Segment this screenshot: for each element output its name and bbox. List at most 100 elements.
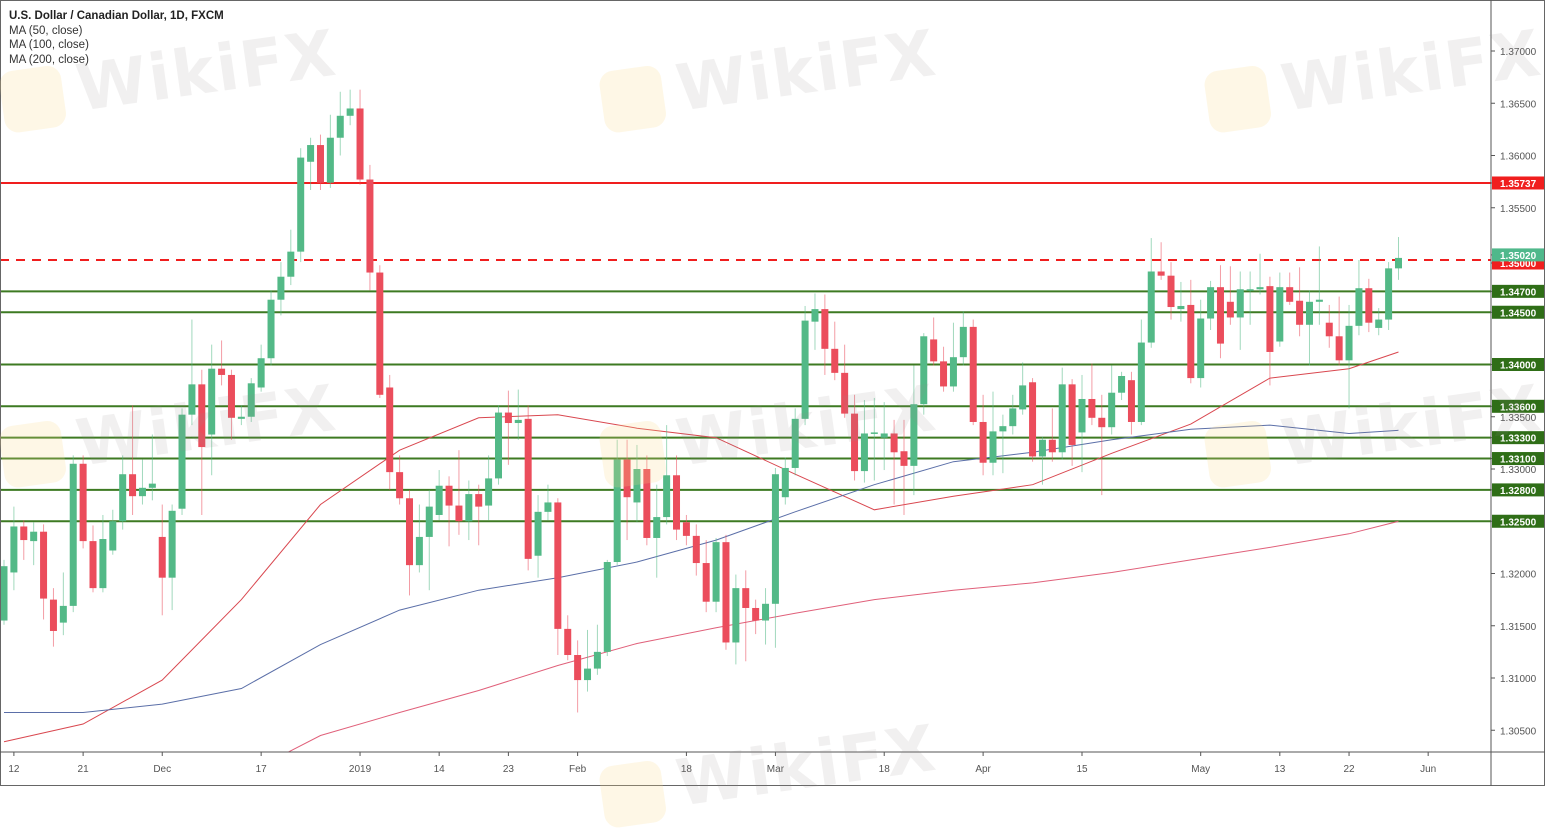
candle-up[interactable] [326,114,334,188]
candle-up[interactable] [208,344,216,476]
candle-down[interactable] [79,455,87,549]
candle-up[interactable] [1078,374,1086,473]
candle-up[interactable] [148,434,156,501]
candle-down[interactable] [227,369,235,440]
candle-down[interactable] [841,344,849,418]
candle-up[interactable] [287,229,295,286]
candle-up[interactable] [336,91,344,156]
candle-up[interactable] [495,405,502,485]
candle-up[interactable] [1394,237,1402,280]
candle-up[interactable] [860,400,868,483]
candle-down[interactable] [405,489,413,596]
candle-down[interactable] [386,374,394,490]
candle-up[interactable] [712,537,720,613]
candle-down[interactable] [366,164,374,291]
candle-down[interactable] [1088,363,1096,426]
candle-down[interactable] [49,588,57,647]
candle-down[interactable] [1029,378,1037,462]
candle-up[interactable] [10,506,18,591]
candle-up[interactable] [168,504,176,611]
candle-up[interactable] [1009,394,1017,435]
candlestick-chart[interactable]: 1.37000 1.36500 1.36000 1.35500 1.33500 1.330… [0,0,1545,786]
candle-down[interactable] [643,455,651,546]
candle-down[interactable] [900,419,908,515]
candle-up[interactable] [1207,280,1215,331]
candle-down[interactable] [1266,276,1274,386]
candle-up[interactable] [0,559,8,625]
candle-down[interactable] [554,498,562,656]
candle-down[interactable] [940,346,948,392]
candle-up[interactable] [781,457,789,505]
candle-up[interactable] [1038,436,1046,485]
candle-down[interactable] [20,520,28,560]
candle-up[interactable] [514,389,522,440]
candle-down[interactable] [722,534,730,650]
candle-up[interactable] [415,504,423,573]
candle-up[interactable] [633,444,641,523]
candle-up[interactable] [1236,271,1244,350]
candle-up[interactable] [1385,262,1393,331]
indicator-ma100[interactable]: MA (100, close) [9,39,89,51]
candle-down[interactable] [742,570,750,662]
candle-up[interactable] [1137,319,1145,426]
candle-up[interactable] [959,311,967,366]
candle-up[interactable] [178,408,186,515]
candle-down[interactable] [1127,371,1135,435]
candle-up[interactable] [237,405,245,426]
candle-down[interactable] [445,476,453,547]
candle-up[interactable] [534,495,542,578]
candle-down[interactable] [1157,242,1165,280]
candle-up[interactable] [119,455,127,530]
candle-up[interactable] [1315,246,1323,325]
candle-down[interactable] [455,450,463,535]
candle-up[interactable] [999,414,1007,474]
candle-up[interactable] [346,89,354,126]
candle-up[interactable] [257,344,265,392]
candle-up[interactable] [1147,238,1155,348]
candle-up[interactable] [267,290,275,366]
candle-down[interactable] [1365,278,1373,333]
candle-up[interactable] [920,333,928,415]
candle-up[interactable] [138,459,146,505]
indicator-ma200[interactable]: MA (200, close) [9,53,89,66]
candle-up[interactable] [297,148,305,263]
candle-up[interactable] [1375,308,1383,336]
candle-down[interactable] [752,599,760,635]
candle-up[interactable] [663,425,671,525]
candle-down[interactable] [831,321,839,381]
candle-down[interactable] [316,134,324,190]
candle-down[interactable] [1296,267,1304,337]
candle-down[interactable] [396,455,404,505]
candle-up[interactable] [1305,290,1313,366]
candle-up[interactable] [1276,272,1284,347]
candle-down[interactable] [1325,304,1333,348]
candle-down[interactable] [158,504,166,616]
candle-up[interactable] [584,629,592,692]
candle-down[interactable] [1226,266,1234,325]
candle-down[interactable] [1098,394,1106,496]
candle-up[interactable] [465,480,473,541]
candle-down[interactable] [475,484,483,546]
candle-down[interactable] [1216,265,1224,359]
candle-down[interactable] [376,265,384,398]
candle-down[interactable] [969,319,977,426]
candle-up[interactable] [188,319,196,426]
candle-up[interactable] [485,455,493,521]
candle-up[interactable] [1118,371,1126,401]
candle-up[interactable] [425,489,433,591]
candle-down[interactable] [504,390,512,465]
candle-up[interactable] [109,509,117,555]
candle-up[interactable] [1108,365,1116,435]
candle-up[interactable] [544,484,552,521]
candle-up[interactable] [801,305,809,426]
candle-down[interactable] [89,525,97,593]
candle-up[interactable] [989,391,997,476]
candle-down[interactable] [851,394,859,481]
candle-down[interactable] [692,524,700,576]
candle-up[interactable] [880,402,888,471]
candle-up[interactable] [762,588,770,645]
candle-up[interactable] [69,455,77,613]
candle-up[interactable] [1256,253,1264,295]
candle-up[interactable] [732,574,740,665]
candle-up[interactable] [435,470,443,521]
